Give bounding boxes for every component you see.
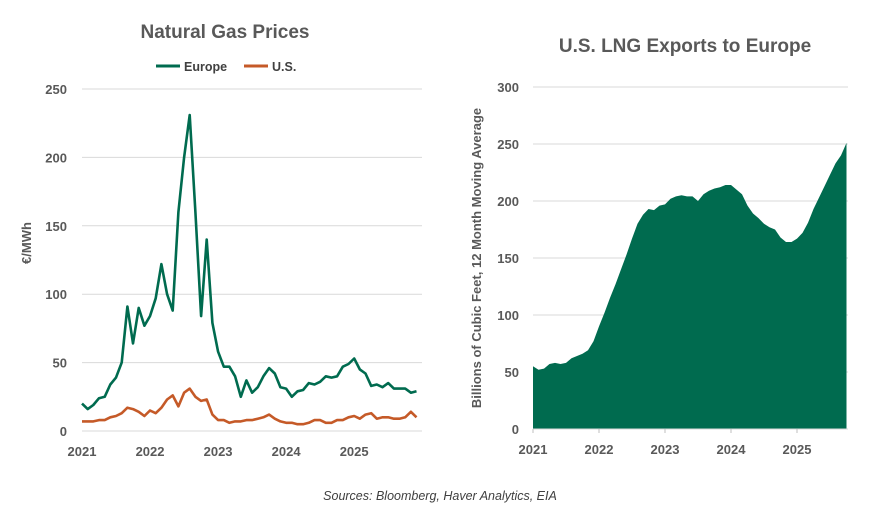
x-tick-label: 2021 — [68, 444, 97, 459]
x-tick-label: 2023 — [204, 444, 233, 459]
us-price-line — [82, 387, 418, 426]
y-tick-label: 0 — [512, 422, 519, 437]
x-tick-label: 2021 — [519, 442, 548, 457]
y-tick-label: 250 — [497, 137, 519, 152]
legend: Europe U.S. — [156, 60, 296, 74]
gas-prices-chart: Natural Gas Prices Europe U.S. €/MWh 0 50… — [19, 22, 422, 459]
y-tick-label: 300 — [497, 80, 519, 95]
y-tick-label: 200 — [45, 150, 67, 165]
x-tick-label: 2025 — [783, 442, 812, 457]
y-tick-label: 50 — [505, 365, 519, 380]
y-tick-label: 100 — [45, 287, 67, 302]
lng-exports-area — [533, 142, 847, 429]
x-tick-label: 2022 — [136, 444, 165, 459]
legend-europe-label: Europe — [184, 60, 227, 74]
y-tick-label: 50 — [53, 356, 67, 371]
x-tick-label: 2024 — [717, 442, 747, 457]
y-tick-label: 150 — [497, 251, 519, 266]
y-tick-label: 150 — [45, 219, 67, 234]
lng-exports-title: U.S. LNG Exports to Europe — [559, 36, 811, 57]
x-tick-label: 2025 — [340, 444, 369, 459]
lng-exports-chart: U.S. LNG Exports to Europe Billions of C… — [469, 36, 848, 457]
lng-exports-ylabel: Billions of Cubic Feet, 12 Month Moving … — [469, 108, 484, 408]
x-tick-label: 2023 — [651, 442, 680, 457]
x-tick-label: 2024 — [272, 444, 302, 459]
y-tick-label: 200 — [497, 194, 519, 209]
x-tick-label: 2022 — [585, 442, 614, 457]
y-tick-label: 250 — [45, 82, 67, 97]
europe-price-line — [81, 113, 417, 411]
y-tick-label: 100 — [497, 308, 519, 323]
legend-us-label: U.S. — [272, 60, 296, 74]
gas-prices-title: Natural Gas Prices — [141, 22, 310, 43]
source-note: Sources: Bloomberg, Haver Analytics, EIA — [323, 489, 557, 503]
y-tick-label: 0 — [60, 424, 67, 439]
gas-prices-ylabel: €/MWh — [19, 222, 34, 264]
